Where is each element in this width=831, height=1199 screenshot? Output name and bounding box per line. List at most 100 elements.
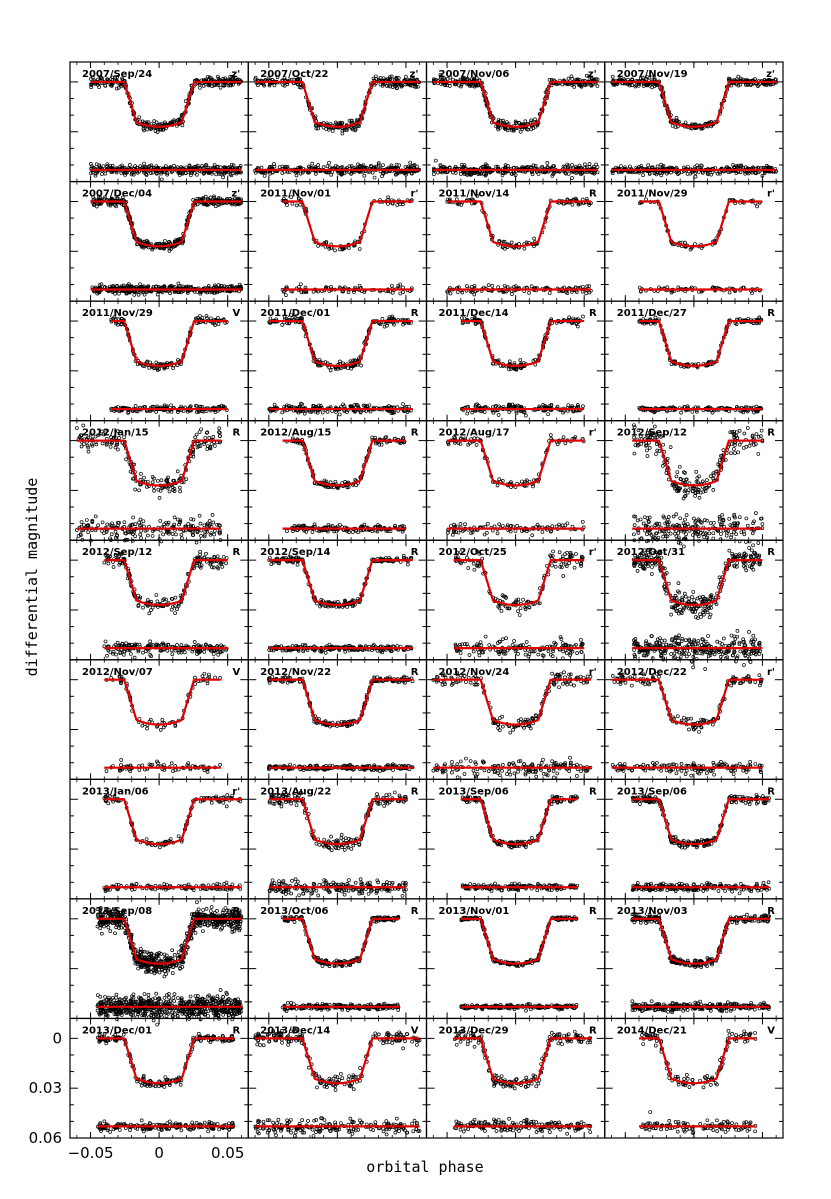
panel-1: 2007/Sep/24 z': [69, 61, 249, 183]
residual-point: [547, 291, 552, 296]
data-point: [116, 86, 121, 90]
data-point: [518, 129, 523, 134]
data-point: [226, 83, 231, 88]
residual-point: [142, 161, 146, 166]
panel-date-label: 2007/Dec/04: [82, 189, 152, 200]
data-point: [321, 125, 326, 130]
data-point: [110, 75, 115, 80]
residual-point: [188, 165, 193, 170]
transit-model-curve: [611, 80, 777, 128]
data-point: [357, 124, 361, 129]
residual-point: [510, 292, 514, 296]
residual-point: [100, 172, 104, 176]
data-point: [353, 128, 357, 133]
data-point: [298, 83, 303, 88]
residual-point: [183, 171, 188, 176]
panel-date-label: 2007/Nov/19: [617, 69, 688, 80]
data-point: [294, 203, 299, 208]
residual-point: [169, 403, 173, 408]
data-point: [380, 317, 385, 321]
data-point: [201, 84, 206, 88]
data-point: [154, 120, 159, 125]
residual-point: [227, 165, 232, 169]
residual-point: [149, 163, 154, 168]
data-point: [328, 368, 333, 373]
data-point: [386, 83, 391, 88]
panel-5: 2007/Dec/04 z': [69, 180, 249, 302]
panel-date-label: 2011/Nov/01: [260, 189, 331, 200]
data-point: [347, 118, 352, 123]
panel-6: 2011/Nov/01 r': [247, 180, 428, 302]
data-point: [282, 76, 287, 80]
residual-point: [128, 162, 132, 167]
residual-point: [381, 163, 385, 168]
data-point: [253, 75, 258, 80]
panel-band-label: R: [589, 189, 597, 200]
data-point: [231, 75, 236, 79]
residual-point: [327, 160, 331, 165]
data-point: [205, 74, 210, 79]
residual-point: [527, 291, 531, 295]
data-point: [137, 115, 142, 120]
residual-point: [300, 170, 305, 175]
data-point: [115, 74, 120, 79]
data-point: [333, 248, 337, 253]
residual-point: [144, 172, 148, 177]
data-point: [216, 74, 220, 79]
data-point: [371, 76, 376, 81]
residual-point: [231, 171, 235, 176]
panel-2: 2007/Oct/22 z': [247, 61, 428, 183]
data-point: [163, 239, 167, 243]
residual-point: [369, 164, 373, 168]
data-point: [330, 129, 335, 133]
data-point: [390, 85, 395, 89]
data-point: [281, 82, 285, 87]
residual-point: [120, 163, 124, 168]
data-point: [344, 128, 348, 132]
data-point: [509, 240, 514, 245]
data-point: [357, 247, 362, 251]
residual-point: [133, 404, 138, 408]
data-point: [408, 82, 413, 87]
data-point: [570, 202, 575, 207]
residual-point: [172, 163, 176, 168]
residual-point: [329, 172, 334, 177]
data-point: [97, 85, 101, 89]
data-point: [203, 194, 208, 199]
data-point: [755, 204, 759, 209]
transit-model-curve: [447, 200, 592, 248]
residual-point: [347, 164, 352, 169]
residual-point: [176, 170, 181, 175]
data-point: [221, 76, 226, 81]
data-point: [200, 315, 205, 320]
residual-point: [277, 165, 282, 170]
data-point: [693, 242, 697, 246]
data-point: [180, 123, 185, 128]
residual-point: [401, 290, 405, 295]
data-point: [386, 77, 391, 82]
data-point: [610, 74, 615, 79]
data-point: [523, 119, 528, 124]
residual-point: [641, 173, 645, 177]
data-point: [404, 74, 408, 79]
residual-point: [374, 164, 378, 169]
data-point: [230, 74, 235, 79]
data-point: [176, 117, 181, 122]
residual-points: [89, 161, 243, 182]
data-point: [280, 323, 285, 327]
data-point: [267, 83, 272, 88]
residual-point: [433, 158, 438, 163]
residual-point: [465, 284, 469, 289]
panel-date-label: 2011/Nov/29: [617, 189, 688, 200]
light-curve-points: [109, 314, 229, 372]
data-point: [333, 120, 338, 125]
data-point: [172, 118, 176, 123]
residual-point: [325, 409, 330, 414]
residual-point: [646, 163, 651, 168]
residual-point: [389, 283, 394, 288]
data-point: [198, 85, 202, 90]
panel-8: 2011/Nov/29 r': [604, 180, 784, 302]
residual-point: [376, 162, 381, 167]
residual-point: [582, 162, 587, 167]
data-point: [120, 76, 124, 81]
